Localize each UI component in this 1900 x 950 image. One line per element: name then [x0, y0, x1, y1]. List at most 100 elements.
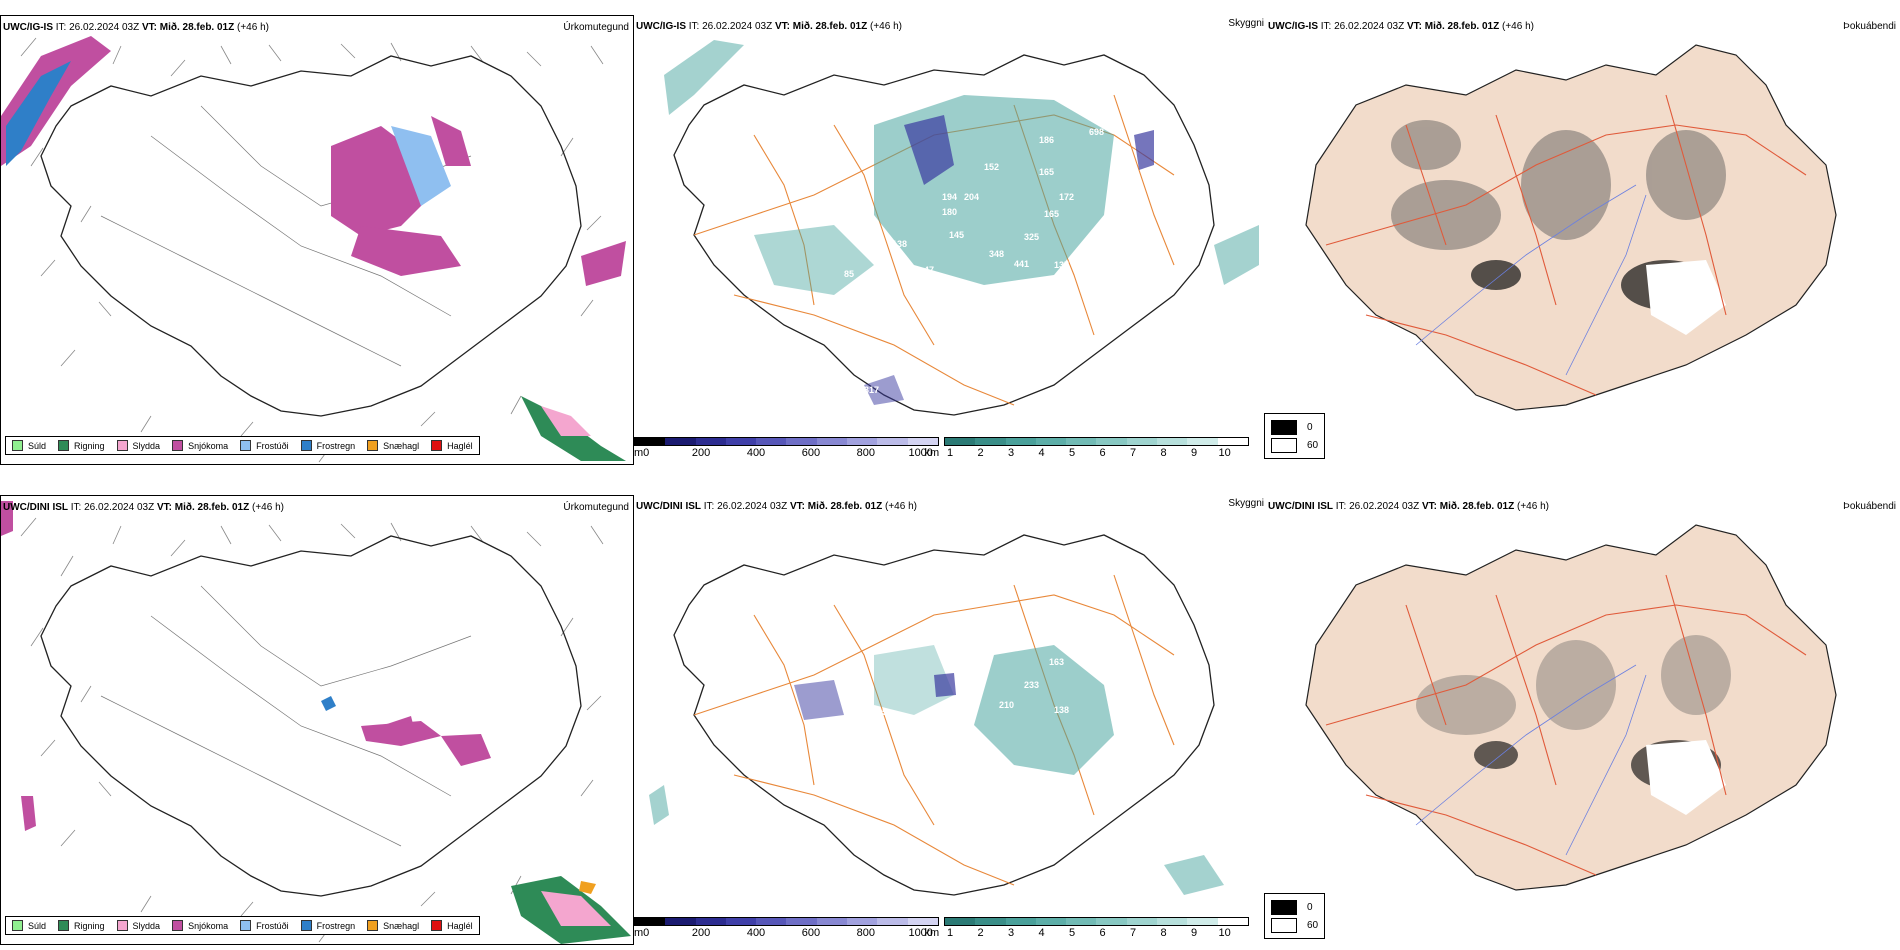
lead-time: (+46 h) — [885, 501, 917, 512]
visibility-values: 163 233 210 138 199 17 95 — [877, 657, 1127, 717]
svg-text:204: 204 — [964, 192, 979, 202]
panel-title: Úrkomutegund — [563, 502, 629, 513]
svg-text:163: 163 — [1049, 657, 1064, 667]
precip-legend: Súld Rigning Slydda Snjókoma Frostúði Fr… — [5, 436, 480, 455]
wind-barbs — [20, 37, 604, 463]
lead-time: (+46 h) — [1517, 501, 1549, 512]
legend-item: Rigning — [58, 440, 105, 451]
svg-text:441: 441 — [1014, 259, 1029, 269]
vt-label: VT: — [1421, 501, 1437, 512]
svg-text:348: 348 — [989, 249, 1004, 259]
fog-shading — [1416, 635, 1731, 735]
model-name: UWC/IG-IS — [3, 22, 53, 33]
cloudbase-colorbar: m 0 200 400 600 800 1000 — [634, 917, 939, 940]
panel-title: Skyggni — [1228, 498, 1264, 509]
fog-map-bottom — [1305, 524, 1837, 891]
road-network — [1325, 94, 1807, 396]
lead-time: (+46 h) — [237, 22, 269, 33]
panel-title: Þokuábendi — [1843, 501, 1896, 512]
legend-item: Snæhagl — [367, 440, 419, 451]
svg-text:47: 47 — [924, 265, 934, 275]
svg-text:165: 165 — [1039, 167, 1054, 177]
it-value: 26.02.2024 03Z — [1334, 21, 1405, 32]
it-value: 26.02.2024 03Z — [1349, 501, 1420, 512]
svg-text:698: 698 — [1089, 127, 1104, 137]
vt-value: Mið. 28.feb. 01Z — [792, 21, 868, 32]
vt-value: Mið. 28.feb. 01Z — [1439, 501, 1515, 512]
svg-text:325: 325 — [1024, 232, 1039, 242]
vt-label: VT: — [789, 501, 805, 512]
cloudbase-colorbar: m 0 200 400 600 800 1000 — [634, 437, 939, 460]
it-label: IT: — [1335, 501, 1347, 512]
rivers — [1415, 664, 1647, 856]
svg-text:194: 194 — [942, 192, 957, 202]
road-network — [1325, 574, 1807, 876]
precip-map-top — [1, 36, 626, 463]
svg-text:103: 103 — [874, 259, 889, 269]
cloudbase-unit: m — [634, 927, 644, 939]
svg-text:95: 95 — [877, 707, 887, 717]
vt-value: Mið. 28.feb. 01Z — [159, 22, 235, 33]
iceland-outline-bottom-precip — [40, 535, 582, 897]
model-name: UWC/IG-IS — [636, 21, 686, 32]
it-label: IT: — [70, 502, 82, 513]
svg-text:180: 180 — [942, 207, 957, 217]
precip-panel-top: UWC/IG-IS IT: 26.02.2024 03Z VT: Mið. 28… — [0, 15, 634, 465]
legend-item: Rigning — [58, 920, 105, 931]
svg-text:317: 317 — [864, 385, 879, 395]
visibility-map-top: 698 152 165 204 194 172 165 180 186 145 … — [664, 40, 1259, 416]
lead-time: (+46 h) — [1502, 21, 1534, 32]
svg-text:138: 138 — [1054, 705, 1069, 715]
it-label: IT: — [688, 21, 700, 32]
legend-item: Súld — [12, 920, 46, 931]
visibility-panel-bottom: 163 233 210 138 199 17 95 UWC/DINI ISL I… — [634, 495, 1264, 943]
svg-text:145: 145 — [949, 230, 964, 240]
svg-text:152: 152 — [984, 162, 999, 172]
legend-item: Haglél — [431, 920, 473, 931]
svg-text:193: 193 — [1114, 262, 1129, 272]
legend-item: Haglél — [431, 440, 473, 451]
precip-legend: Súld Rigning Slydda Snjókoma Frostúði Fr… — [5, 916, 480, 935]
svg-text:17: 17 — [961, 684, 971, 694]
iceland-outline-top-precip — [40, 55, 582, 417]
precip-areas — [1, 501, 631, 944]
svg-text:233: 233 — [1024, 680, 1039, 690]
vt-label: VT: — [774, 21, 790, 32]
vt-label: VT: — [141, 22, 157, 33]
legend-item: Súld — [12, 440, 46, 451]
visibility-unit: km — [924, 927, 940, 939]
svg-text:221: 221 — [1104, 239, 1119, 249]
visibility-map-bottom: 163 233 210 138 199 17 95 — [649, 534, 1224, 896]
visibility-colorbar: km 1 2 3 4 5 6 7 8 9 10 — [924, 917, 1249, 940]
fog-panel-bottom: UWC/DINI ISL IT: 26.02.2024 03Z VT: Mið.… — [1264, 495, 1900, 943]
legend-item: Frostúði — [240, 440, 289, 451]
visibility-areas — [794, 645, 1114, 775]
visibility-values: 698 152 165 204 194 172 165 180 186 145 … — [844, 127, 1129, 395]
model-name: UWC/DINI ISL — [3, 502, 68, 513]
vt-value: Mið. 28.feb. 01Z — [1424, 21, 1500, 32]
visibility-unit: km — [924, 447, 940, 459]
svg-text:199: 199 — [1112, 705, 1127, 715]
panel-title: Þokuábendi — [1843, 21, 1896, 32]
fog-colorbar: 0 60 — [1264, 893, 1326, 939]
fog-colorbar: 0 60 — [1264, 413, 1326, 459]
fog-shading — [1391, 120, 1726, 250]
rivers — [1415, 184, 1647, 376]
lead-time: (+46 h) — [870, 21, 902, 32]
iceland-outline-bottom-vis — [673, 534, 1215, 896]
legend-item: Frostúði — [240, 920, 289, 931]
legend-item: Frostregn — [300, 920, 355, 931]
vt-value: Mið. 28.feb. 01Z — [174, 502, 250, 513]
model-name: UWC/DINI ISL — [636, 501, 701, 512]
cloudbase-unit: m — [634, 447, 644, 459]
iceland-outline-top-vis — [673, 54, 1215, 416]
it-label: IT: — [55, 22, 67, 33]
legend-item: Snæhagl — [367, 920, 419, 931]
vt-value: Mið. 28.feb. 01Z — [807, 501, 883, 512]
legend-item: Slydda — [116, 920, 160, 931]
svg-text:137: 137 — [1054, 260, 1069, 270]
vt-label: VT: — [1406, 21, 1422, 32]
precip-panel-bottom: UWC/DINI ISL IT: 26.02.2024 03Z VT: Mið.… — [0, 495, 634, 945]
visibility-areas — [754, 95, 1154, 405]
lead-time: (+46 h) — [252, 502, 284, 513]
